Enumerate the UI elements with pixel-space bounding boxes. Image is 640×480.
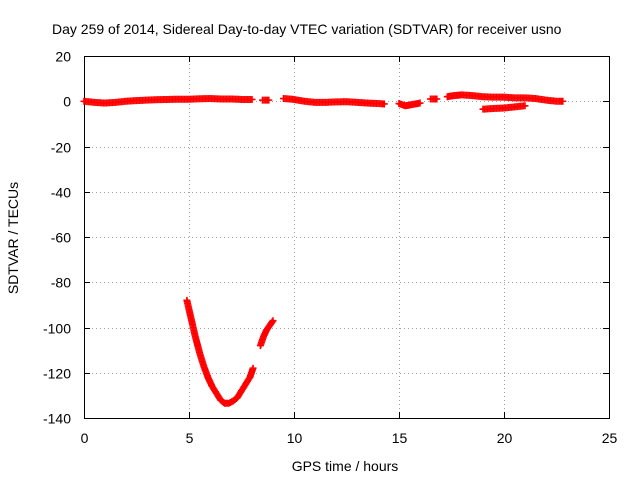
axis-ticks (84, 56, 610, 419)
axis-tick-labels: 20 0 -20 -40 -60 -80 -100 -120 -140 0 5 10 15 20 25 (43, 49, 618, 447)
y-tick-label: 20 (55, 49, 71, 65)
x-tick-label: 0 (81, 430, 89, 446)
y-tick-label: -80 (51, 275, 71, 291)
y-tick-label: -140 (43, 411, 71, 427)
y-tick-label: -20 (51, 140, 71, 156)
x-tick-label: 20 (497, 430, 513, 446)
y-tick-label: -120 (43, 366, 71, 382)
data-point (559, 97, 567, 105)
y-tick-label: -60 (51, 230, 71, 246)
y-tick-label: 0 (63, 94, 71, 110)
chart-title: Day 259 of 2014, Sidereal Day-to-day VTE… (52, 21, 562, 37)
y-tick-label: -40 (51, 185, 71, 201)
data-point (380, 100, 388, 108)
x-tick-label: 25 (602, 430, 618, 446)
x-tick-label: 5 (186, 430, 194, 446)
data-points (80, 91, 567, 407)
plot-frame (84, 56, 610, 419)
data-point (416, 99, 424, 107)
data-point (265, 96, 273, 104)
data-point (249, 364, 257, 372)
data-point (248, 95, 256, 103)
data-point (433, 95, 441, 103)
x-axis-label: GPS time / hours (292, 458, 399, 474)
x-tick-label: 10 (287, 430, 303, 446)
y-tick-label: -100 (43, 321, 71, 337)
y-axis-label: SDTVAR / TECUs (5, 182, 21, 294)
x-tick-label: 15 (392, 430, 408, 446)
data-point (269, 317, 277, 325)
gridlines (84, 56, 609, 418)
data-point (521, 102, 529, 110)
